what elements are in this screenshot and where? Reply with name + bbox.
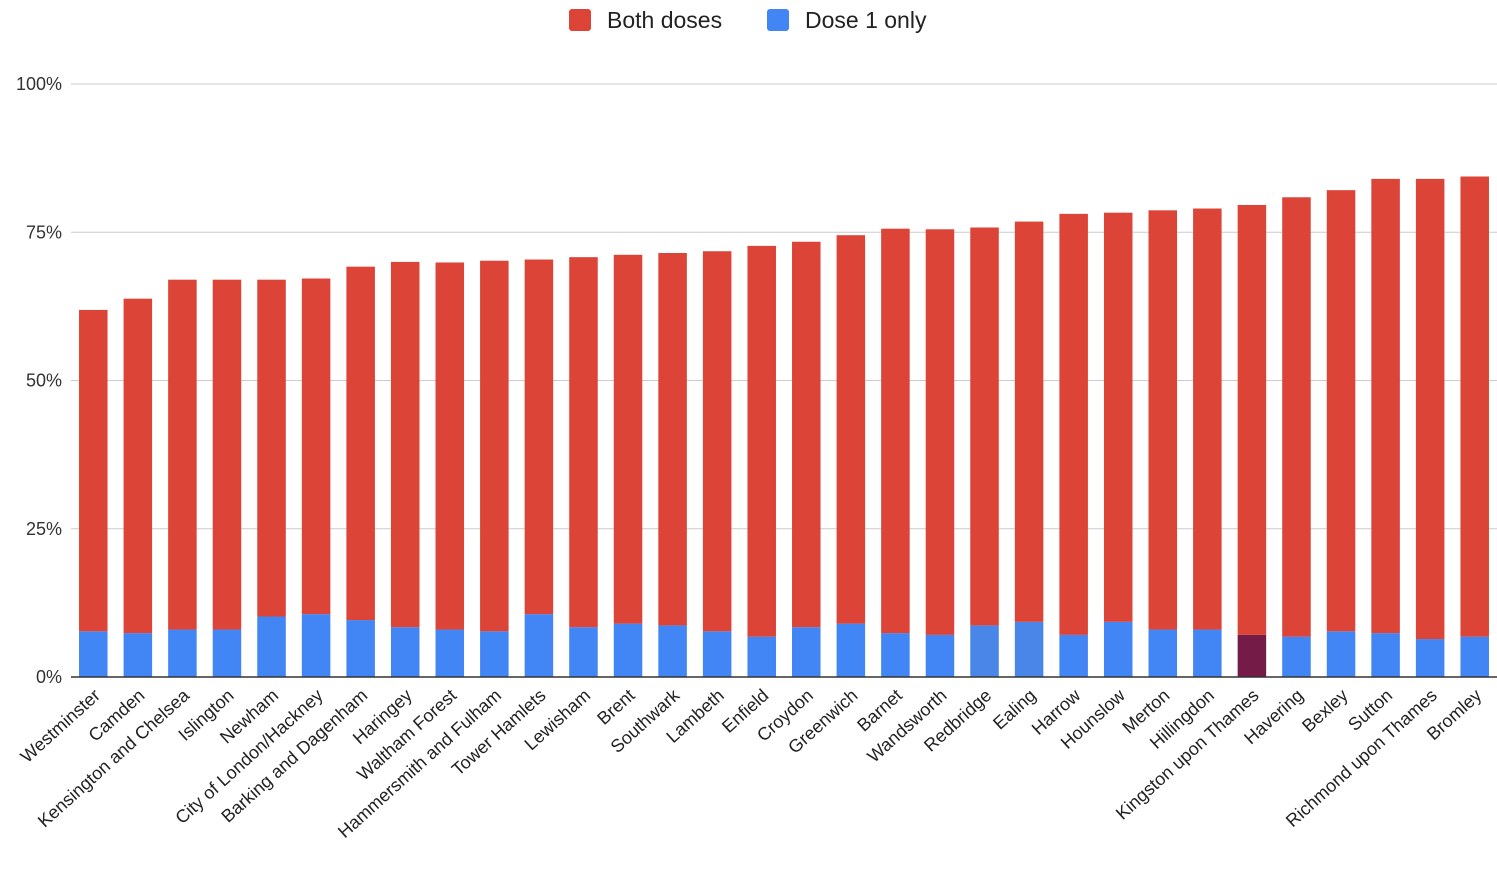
bar-dose-1-only-3 [212,629,242,677]
bar-both-doses-1 [123,298,153,634]
bar-dose-1-only-4 [257,616,286,677]
bar-dose-1-only-7 [390,627,420,677]
bar-both-doses-8 [435,262,465,630]
bar-both-doses-31 [1460,176,1489,637]
bar-both-doses-24 [1148,210,1178,630]
bar-dose-1-only-14 [702,631,732,677]
bar-both-doses-27 [1282,197,1311,637]
bar-both-doses-3 [212,279,242,630]
bar-dose-1-only-8 [435,629,465,677]
bars [79,176,1489,677]
legend-swatch-both-doses [569,9,591,31]
bar-both-doses-5 [301,278,331,615]
bar-dose-1-only-5 [301,614,331,677]
bar-dose-1-only-17 [836,623,866,677]
bar-both-doses-26 [1237,204,1267,635]
bar-both-doses-23 [1103,212,1133,622]
bar-both-doses-14 [702,251,732,632]
bar-both-doses-28 [1326,190,1356,632]
bar-both-doses-22 [1059,213,1088,635]
bar-dose-1-only-25 [1193,629,1222,677]
bar-dose-1-only-13 [658,625,687,677]
bar-dose-1-only-27 [1282,636,1311,677]
bar-both-doses-6 [346,266,375,621]
bar-both-doses-25 [1193,208,1222,630]
bar-dose-1-only-20 [970,625,999,677]
bar-both-doses-7 [390,261,420,628]
legend-swatch-dose-1-only [767,9,789,31]
bar-both-doses-13 [658,253,687,626]
y-tick-label-50: 50% [26,371,62,391]
bar-both-doses-16 [792,241,821,628]
y-tick-label-0: 0% [36,667,62,687]
bar-both-doses-12 [613,254,643,624]
bar-both-doses-30 [1415,178,1445,640]
bar-dose-1-only-6 [346,620,375,677]
bar-both-doses-20 [970,227,999,626]
bar-dose-1-only-15 [747,636,776,677]
bar-dose-1-only-22 [1059,634,1088,677]
bar-dose-1-only-30 [1415,639,1445,677]
bar-both-doses-21 [1014,221,1044,622]
bar-dose-1-only-29 [1371,633,1400,677]
bar-both-doses-17 [836,235,866,624]
y-axis-ticks: 0% 25% 50% 75% 100% [16,74,62,687]
bar-dose-1-only-24 [1148,629,1178,677]
y-tick-label-25: 25% [26,519,62,539]
bar-dose-1-only-12 [613,623,643,677]
bar-both-doses-19 [925,229,955,635]
legend: Both doses Dose 1 only [569,7,927,33]
bar-dose-1-only-31 [1460,636,1489,677]
legend-label-dose-1-only: Dose 1 only [805,7,927,33]
bar-both-doses-0 [79,309,108,632]
y-tick-label-100: 100% [16,74,62,94]
bar-dose-1-only-1 [123,633,153,677]
bar-both-doses-10 [524,259,554,615]
bar-dose-1-only-18 [881,633,910,677]
bar-dose-1-only-26 [1237,634,1267,677]
bar-both-doses-9 [480,260,509,632]
bar-both-doses-2 [168,279,197,630]
bar-both-doses-15 [747,245,776,637]
bar-both-doses-4 [257,279,286,617]
bar-dose-1-only-11 [569,627,598,677]
x-tick-label: Bexley [1298,685,1352,736]
bar-dose-1-only-10 [524,614,554,677]
bar-dose-1-only-16 [792,627,821,677]
bar-dose-1-only-21 [1014,621,1044,677]
bar-dose-1-only-23 [1103,621,1133,677]
bar-both-doses-29 [1371,178,1400,634]
bar-both-doses-11 [569,257,598,628]
bar-dose-1-only-2 [168,629,197,677]
bar-both-doses-18 [881,228,910,634]
bar-dose-1-only-0 [79,631,108,677]
legend-label-both-doses: Both doses [607,7,722,33]
bar-dose-1-only-19 [925,634,955,677]
bar-dose-1-only-9 [480,631,509,677]
bar-dose-1-only-28 [1326,631,1356,677]
y-tick-label-75: 75% [26,222,62,242]
